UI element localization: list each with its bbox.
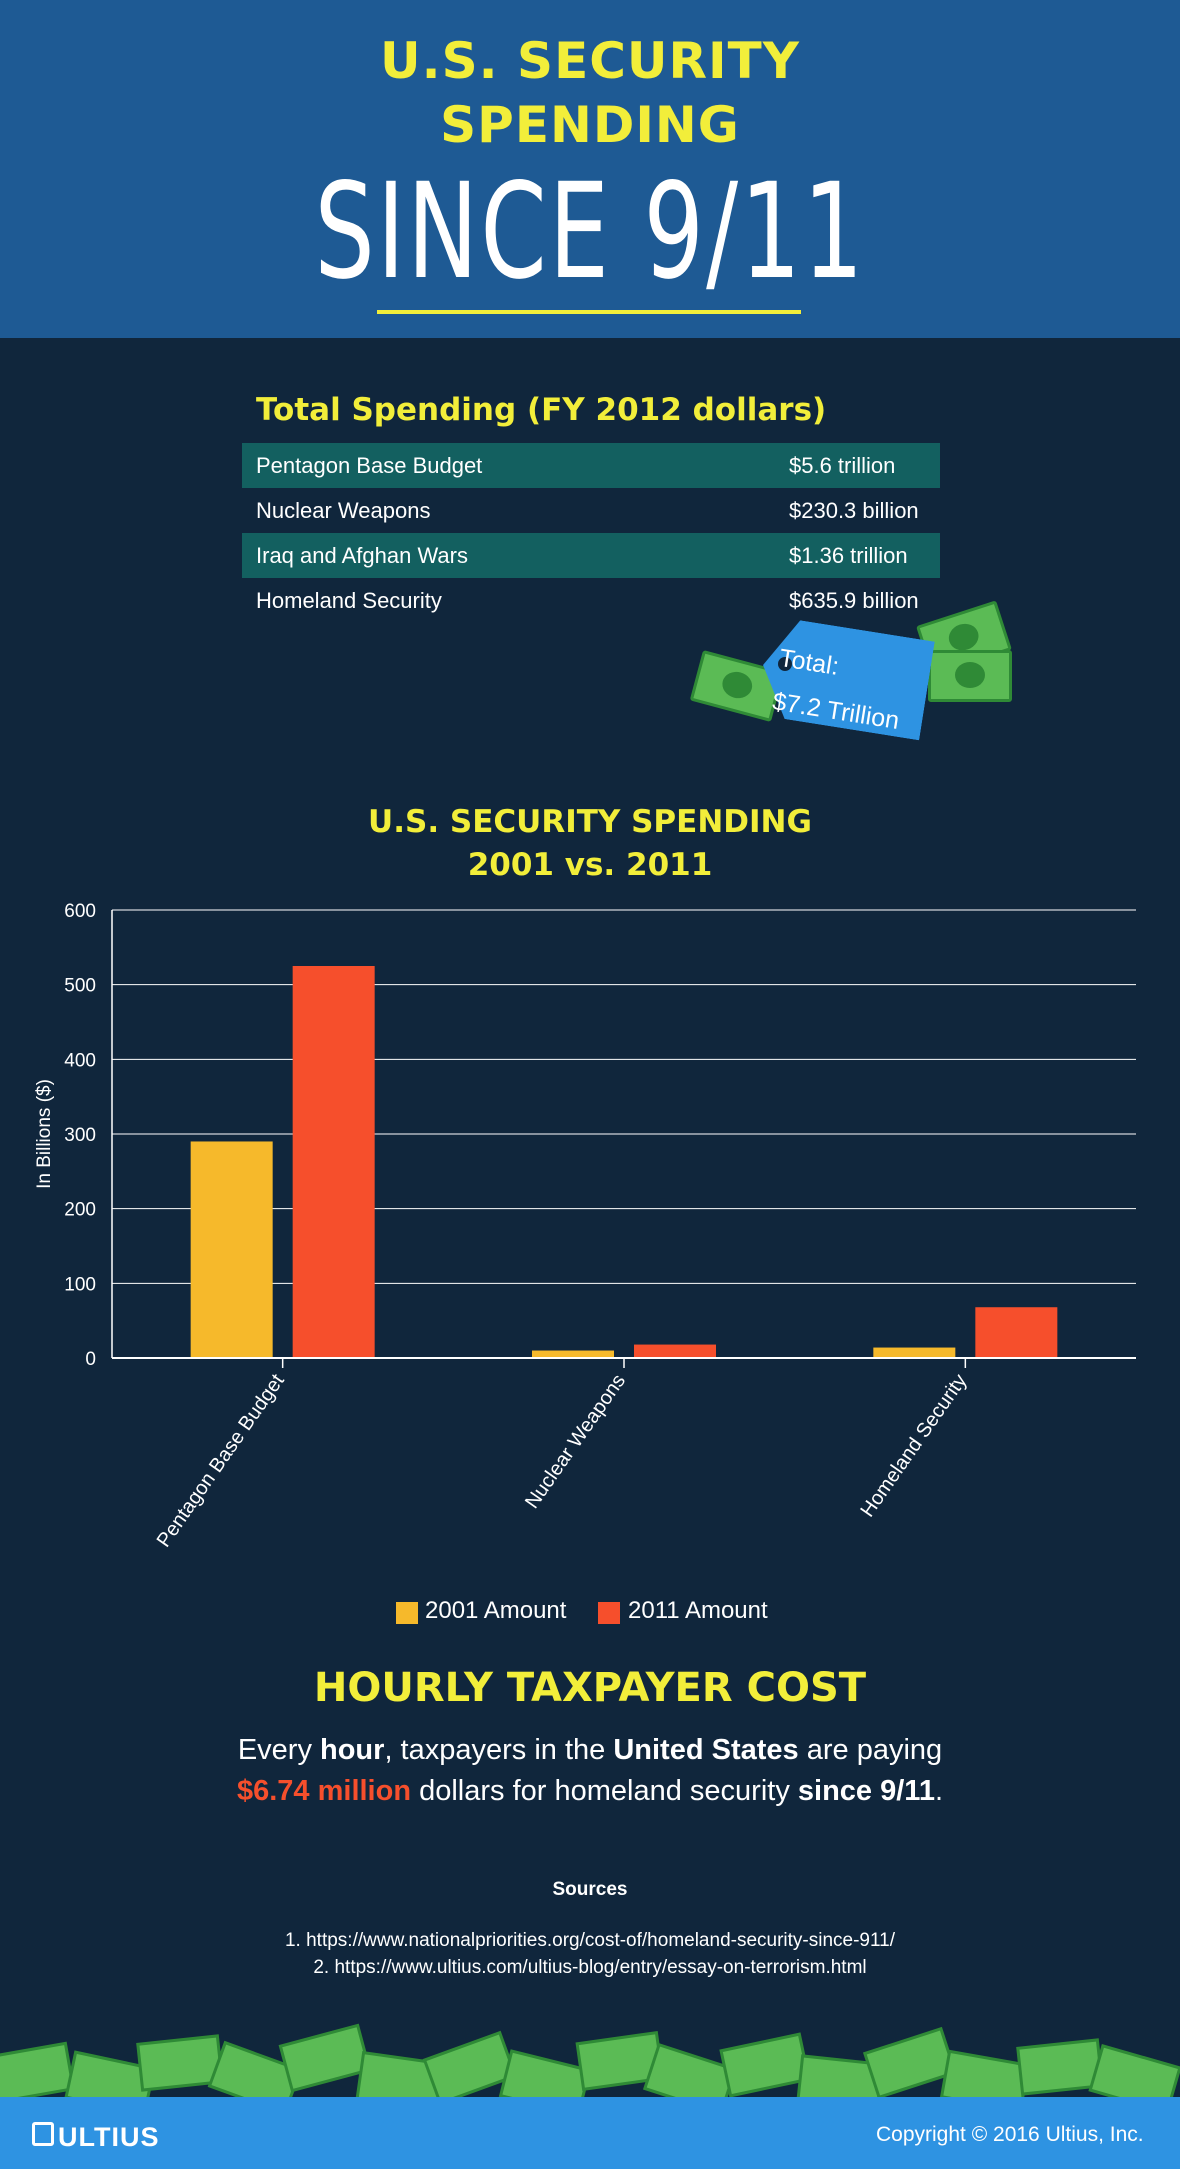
header-underline <box>377 310 801 314</box>
bar-2011-amount <box>292 966 375 1358</box>
bar-2001-amount <box>190 1141 273 1358</box>
money-pile-decoration <box>0 2023 1180 2100</box>
table-row: Nuclear Weapons $230.3 billion <box>242 488 940 533</box>
header-line2: SPENDING <box>440 96 740 154</box>
footer-bar <box>0 2097 1180 2169</box>
legend-label-2011: 2011 Amount <box>628 1597 768 1624</box>
source-link-2[interactable]: 2. https://www.ultius.com/ultius-blog/en… <box>313 1957 867 1978</box>
y-tick-label: 400 <box>64 1050 96 1071</box>
row-label: Iraq and Afghan Wars <box>256 543 468 568</box>
y-tick-label: 600 <box>64 901 96 922</box>
source-link-1[interactable]: 1. https://www.nationalpriorities.org/co… <box>284 1930 896 1951</box>
y-tick-label: 300 <box>64 1125 96 1146</box>
bar-chart: 0 100 200 300 400 500 600 In Billions ($) Pentag… <box>34 901 1136 1552</box>
legend-swatch-2011 <box>598 1602 620 1624</box>
x-tick-label: Homeland Security <box>856 1370 971 1521</box>
hourly-line-1: Every hour, taxpayers in the United Stat… <box>0 1734 1180 1767</box>
row-value: $5.6 trillion <box>789 453 896 478</box>
text-span: dollars for homeland security <box>411 1775 798 1807</box>
sources-title: Sources <box>552 1879 628 1900</box>
hourly-line-2: $6.74 million dollars for homeland secur… <box>0 1775 1180 1808</box>
y-tick-label: 200 <box>64 1200 96 1221</box>
text-span: . <box>934 1775 944 1807</box>
ultius-logo-icon <box>32 2122 54 2146</box>
row-value: $1.36 trillion <box>789 543 908 568</box>
money-bill-icon <box>928 650 1012 702</box>
text-bold: since 9/11 <box>797 1775 935 1807</box>
x-tick-label: Pentagon Base Budget <box>153 1370 289 1552</box>
chart-title: U.S. SECURITY SPENDING <box>368 804 812 840</box>
legend-swatch-2001 <box>396 1602 418 1624</box>
table-row: Pentagon Base Budget $5.6 trillion <box>242 443 940 488</box>
x-tick-label: Nuclear Weapons <box>521 1370 630 1513</box>
header-banner: U.S. SECURITY SPENDING SINCE 9/11 <box>0 0 1180 338</box>
text-span: are paying <box>798 1734 943 1766</box>
y-tick-label: 100 <box>64 1274 96 1295</box>
header-big-title: SINCE 9/11 <box>314 155 866 309</box>
chart-subtitle: 2001 vs. 2011 <box>467 847 713 883</box>
row-label: Homeland Security <box>256 588 442 613</box>
header-line1: U.S. SECURITY <box>380 32 800 90</box>
text-span: Every <box>237 1734 320 1766</box>
bar-2011-amount <box>634 1344 716 1358</box>
text-bold: hour <box>320 1734 385 1766</box>
footer-copyright: Copyright © 2016 Ultius, Inc. <box>876 2123 1144 2146</box>
row-value: $635.9 billion <box>789 588 919 613</box>
row-label: Nuclear Weapons <box>256 498 431 523</box>
cost-highlight: $6.74 million <box>236 1775 412 1807</box>
y-tick-label: 500 <box>64 976 96 997</box>
total-spending-title: Total Spending (FY 2012 dollars) <box>256 392 827 428</box>
table-row: Homeland Security $635.9 billion <box>242 578 940 623</box>
row-label: Pentagon Base Budget <box>256 453 483 478</box>
row-value: $230.3 billion <box>789 498 919 523</box>
y-axis-label: In Billions ($) <box>34 1079 55 1189</box>
text-span: , taxpayers in the <box>384 1734 614 1766</box>
tag-hole <box>778 657 792 671</box>
bar-2001-amount <box>532 1350 614 1358</box>
table-row: Iraq and Afghan Wars $1.36 trillion <box>242 533 940 578</box>
bar-2011-amount <box>975 1307 1058 1358</box>
text-bold: United States <box>613 1734 799 1766</box>
hourly-cost-title: HOURLY TAXPAYER COST <box>313 1665 867 1711</box>
legend-label-2001: 2001 Amount <box>425 1597 567 1624</box>
y-tick-label: 0 <box>85 1349 96 1370</box>
footer-brand: ULTIUS <box>58 2122 160 2152</box>
bar-2001-amount <box>873 1347 956 1358</box>
